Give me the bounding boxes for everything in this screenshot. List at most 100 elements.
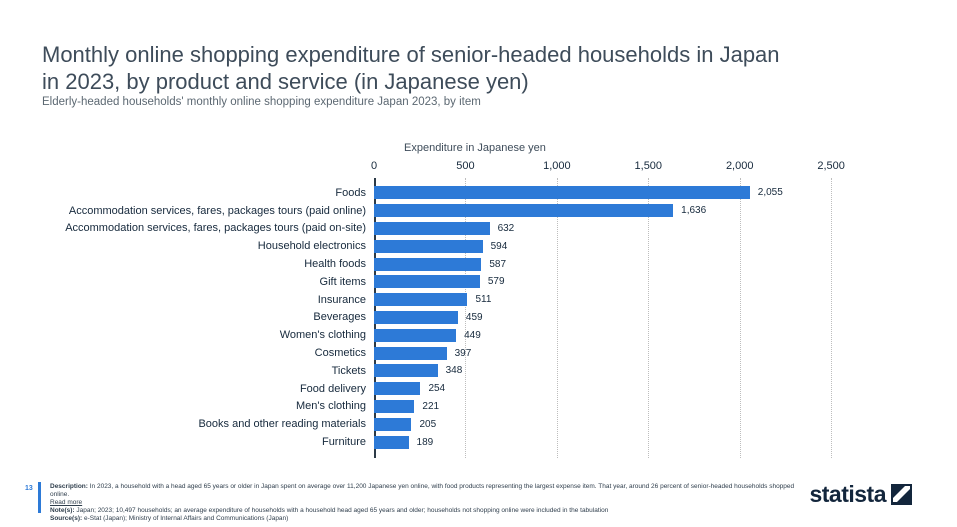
value-label: 205 <box>419 418 437 430</box>
page-subtitle: Elderly-headed households' monthly onlin… <box>42 96 481 108</box>
bar-row: Gift items 579 <box>42 273 886 291</box>
bar-track: 459 <box>374 309 886 327</box>
bar-row: Men's clothing 221 <box>42 398 886 416</box>
x-tick-label: 2,000 <box>725 160 754 172</box>
bar <box>374 275 480 289</box>
notes-label: Note(s): <box>50 507 75 514</box>
description-label: Description: <box>50 483 88 490</box>
bar-track: 254 <box>374 380 886 398</box>
value-label: 511 <box>475 294 492 306</box>
read-more-link[interactable]: Read more <box>50 499 83 506</box>
bar-track: 2,055 <box>374 184 886 202</box>
bar-track: 632 <box>374 220 886 238</box>
bar <box>374 382 421 396</box>
bar-row: Accommodation services, fares, packages … <box>42 220 886 238</box>
x-tick-label: 500 <box>456 160 475 172</box>
bar-row: Women's clothing 449 <box>42 326 886 344</box>
bar-row: Insurance 511 <box>42 291 886 309</box>
bar-row: Health foods 587 <box>42 255 886 273</box>
bar-track: 221 <box>374 398 886 416</box>
bar <box>374 221 490 235</box>
category-label: Cosmetics <box>314 347 366 360</box>
value-label: 579 <box>487 276 505 288</box>
value-label: 2,055 <box>757 187 783 199</box>
bar-track: 205 <box>374 415 886 433</box>
value-label: 459 <box>465 311 483 323</box>
notes-text: Japan; 2023; 10,497 households; an avera… <box>76 507 609 514</box>
category-label: Tickets <box>331 364 366 377</box>
value-label: 449 <box>464 329 481 341</box>
category-label: Foods <box>335 186 366 199</box>
category-label: Men's clothing <box>296 400 366 413</box>
category-label: Health foods <box>304 258 366 271</box>
bar-track: 348 <box>374 362 886 380</box>
value-label: 221 <box>422 400 440 412</box>
sources-line: Source(s): e-Stat (Japan); Ministry of I… <box>50 515 815 523</box>
sources-text: e-Stat (Japan); Ministry of Internal Aff… <box>83 515 289 522</box>
bar-chart: Expenditure in Japanese yen 0 500 1,000 1,5… <box>42 140 886 460</box>
bar <box>374 417 412 431</box>
bar <box>374 239 483 253</box>
bar <box>374 435 409 449</box>
page-title: Monthly online shopping expenditure of s… <box>42 41 922 95</box>
bar-track: 449 <box>374 326 886 344</box>
bar-track: 511 <box>374 291 886 309</box>
category-label: Household electronics <box>257 240 366 253</box>
value-label: 397 <box>454 347 472 359</box>
bar-row: Household electronics 594 <box>42 237 886 255</box>
bar-row: Books and other reading materials 205 <box>42 415 886 433</box>
category-label: Accommodation services, fares, packages … <box>65 222 366 235</box>
footer-meta: Description: In 2023, a household with a… <box>50 483 815 523</box>
sources-label: Source(s): <box>50 515 83 522</box>
category-label: Accommodation services, fares, packages … <box>68 204 366 217</box>
bar-rows: Foods 2,055 Accommodation services, fares,… <box>42 184 886 451</box>
statista-logo-icon <box>891 484 912 505</box>
statista-logo-text: statista <box>809 481 886 507</box>
bar-row: Tickets 348 <box>42 362 886 380</box>
value-label: 1,636 <box>681 205 707 217</box>
page-number: 13 <box>25 485 33 492</box>
bar <box>374 204 674 218</box>
bar <box>374 293 468 307</box>
bar-track: 579 <box>374 273 886 291</box>
footer: 13 Description: In 2023, a household wit… <box>25 481 932 522</box>
bar-row: Furniture 189 <box>42 433 886 451</box>
x-tick-label: 0 <box>370 160 378 172</box>
gridline <box>648 178 650 458</box>
x-tick-label: 2,500 <box>817 160 845 172</box>
category-label: Books and other reading materials <box>198 418 366 431</box>
bar-track: 397 <box>374 344 886 362</box>
x-axis-title: Expenditure in Japanese yen <box>404 142 546 154</box>
bar-row: Accommodation services, fares, packages … <box>42 202 886 220</box>
bar <box>374 399 415 413</box>
page-title-line2: in 2023, by product and service (in Japa… <box>42 68 529 94</box>
description-line: Description: In 2023, a household with a… <box>50 483 815 499</box>
category-label: Women's clothing <box>279 329 366 342</box>
bar-row: Foods 2,055 <box>42 184 886 202</box>
bar <box>374 257 482 271</box>
bar-row: Food delivery 254 <box>42 380 886 398</box>
x-tick-label: 1,500 <box>634 160 663 172</box>
value-label: 587 <box>489 258 507 270</box>
bar <box>374 328 457 342</box>
gridline <box>739 178 741 458</box>
bar <box>374 186 750 200</box>
description-text: In 2023, a household with a head aged 65… <box>50 483 795 498</box>
notes-line: Note(s): Japan; 2023; 10,497 households;… <box>50 507 815 515</box>
category-label: Food delivery <box>299 382 366 395</box>
bar-track: 189 <box>374 433 886 451</box>
bar-track: 1,636 <box>374 202 886 220</box>
value-label: 348 <box>445 365 463 377</box>
bar-row: Cosmetics 397 <box>42 344 886 362</box>
bar <box>374 364 438 378</box>
bar <box>374 346 447 360</box>
bar-track: 594 <box>374 237 886 255</box>
plot-gridlines <box>374 178 886 458</box>
bar <box>374 310 458 324</box>
gridline <box>465 178 467 458</box>
category-label: Beverages <box>313 311 366 324</box>
value-label: 254 <box>428 383 446 395</box>
gridline <box>831 178 833 458</box>
gridline <box>556 178 558 458</box>
